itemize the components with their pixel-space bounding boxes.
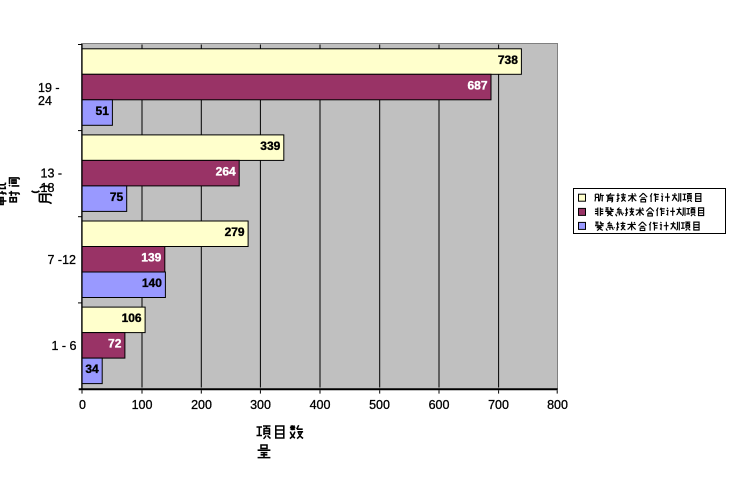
svg-text:300: 300 xyxy=(250,398,271,412)
svg-text:24: 24 xyxy=(38,94,52,108)
svg-text:19 -: 19 - xyxy=(38,81,60,95)
svg-text:106: 106 xyxy=(122,311,142,325)
svg-text:13 -: 13 - xyxy=(41,167,63,181)
svg-text:600: 600 xyxy=(429,398,450,412)
svg-text:34: 34 xyxy=(85,362,99,376)
svg-text:1 - 6: 1 - 6 xyxy=(52,339,77,353)
svg-text:339: 339 xyxy=(260,139,280,153)
svg-text:18: 18 xyxy=(41,181,55,195)
svg-text:7 -12: 7 -12 xyxy=(48,253,77,267)
svg-text:700: 700 xyxy=(488,398,509,412)
svg-text:140: 140 xyxy=(142,276,162,290)
svg-text:400: 400 xyxy=(310,398,331,412)
svg-text:279: 279 xyxy=(225,225,245,239)
svg-text:139: 139 xyxy=(141,251,161,265)
svg-text:264: 264 xyxy=(216,164,236,178)
svg-text:0: 0 xyxy=(79,398,86,412)
svg-text:75: 75 xyxy=(110,190,124,204)
svg-text:687: 687 xyxy=(467,78,487,92)
svg-text:500: 500 xyxy=(369,398,390,412)
svg-text:738: 738 xyxy=(498,53,518,67)
svg-text:72: 72 xyxy=(108,337,122,351)
svg-text:100: 100 xyxy=(132,398,153,412)
svg-text:51: 51 xyxy=(96,104,110,118)
svg-text:800: 800 xyxy=(547,398,568,412)
svg-text:200: 200 xyxy=(191,398,212,412)
